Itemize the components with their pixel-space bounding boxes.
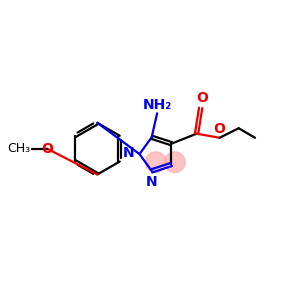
Circle shape — [164, 152, 185, 172]
Circle shape — [146, 152, 166, 172]
Text: N: N — [146, 175, 158, 189]
Text: NH₂: NH₂ — [142, 98, 172, 112]
Text: O: O — [214, 122, 226, 136]
Text: CH₃: CH₃ — [8, 142, 31, 155]
Text: O: O — [41, 142, 53, 156]
Text: N: N — [123, 146, 135, 160]
Text: O: O — [196, 91, 208, 105]
